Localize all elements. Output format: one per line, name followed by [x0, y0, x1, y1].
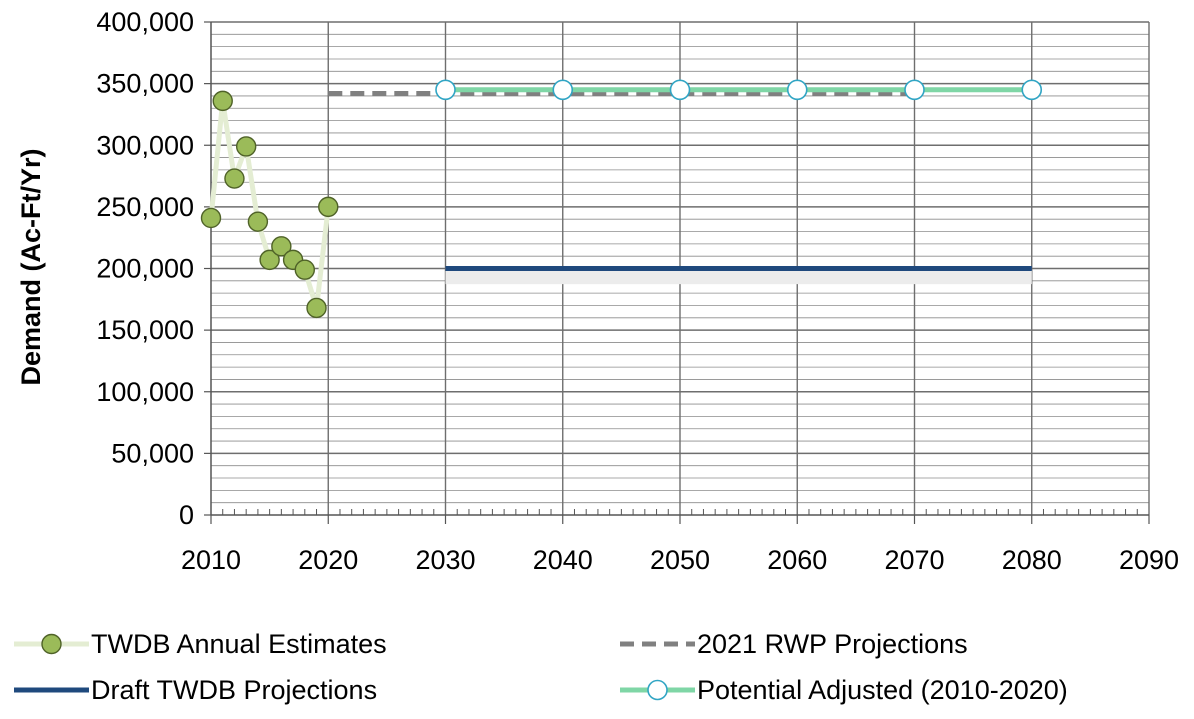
x-tick-label: 2080 — [1002, 545, 1062, 575]
x-tick-label: 2090 — [1119, 545, 1179, 575]
x-tick-label: 2060 — [767, 545, 827, 575]
series-twdb-annual-point — [306, 297, 327, 319]
x-tick-label: 2040 — [533, 545, 593, 575]
legend-swatch-marker — [647, 679, 668, 701]
x-tick-label: 2050 — [650, 545, 710, 575]
x-tick-label: 2030 — [415, 545, 475, 575]
legend-swatch-marker — [41, 633, 62, 655]
x-tick-label: 2070 — [884, 545, 944, 575]
series-twdb-annual-point — [235, 136, 257, 157]
series-potential-adjusted-point — [786, 79, 808, 101]
series-potential-adjusted-point — [435, 79, 456, 101]
y-tick-label: 250,000 — [96, 192, 194, 222]
series-twdb-annual-point — [200, 207, 222, 229]
series-twdb-annual-point — [318, 196, 339, 218]
x-tick-label: 2010 — [181, 545, 241, 575]
y-tick-label: 400,000 — [96, 7, 194, 37]
y-tick-label: 50,000 — [111, 438, 194, 468]
legend-label: Potential Adjusted (2010-2020) — [697, 675, 1068, 705]
series-layer — [200, 79, 1043, 319]
series-potential-adjusted-point — [1021, 79, 1043, 101]
y-tick-label: 300,000 — [96, 130, 194, 160]
legend-label: TWDB Annual Estimates — [91, 629, 387, 659]
x-tick-labels: 2010 2020 2030 2040 2050 2060 2070 2080 2090 — [181, 545, 1179, 575]
series-potential-adjusted-point — [669, 79, 691, 101]
legend-label: Draft TWDB Projections — [91, 675, 377, 705]
legend-label: 2021 RWP Projections — [697, 629, 968, 659]
y-tick-labels: 0 50,000 100,000 150,000 200,000 250,000 300,0… — [96, 7, 194, 530]
y-tick-label: 150,000 — [96, 315, 194, 345]
series-twdb-annual-point — [247, 211, 269, 232]
y-tick-label: 350,000 — [96, 69, 194, 99]
series-twdb-annual-point — [259, 249, 280, 271]
y-tick-label: 200,000 — [96, 254, 194, 284]
series-twdb-annual-point — [271, 236, 292, 257]
y-tick-label: 0 — [179, 500, 194, 530]
series-twdb-annual-point — [224, 168, 245, 189]
series-twdb-annual-point — [212, 90, 233, 112]
x-tick-label: 2020 — [298, 545, 358, 575]
legend: TWDB Annual Estimates 2021 RWP Projection… — [14, 629, 1068, 705]
axes — [204, 21, 1150, 524]
series-twdb-annual-point — [294, 259, 315, 280]
series-potential-adjusted-point — [904, 79, 925, 101]
y-axis-label: Demand (Ac-Ft/Yr) — [16, 148, 46, 385]
y-tick-label: 100,000 — [96, 377, 194, 407]
series-potential-adjusted-point — [552, 79, 574, 101]
major-gridlines — [211, 21, 1150, 515]
